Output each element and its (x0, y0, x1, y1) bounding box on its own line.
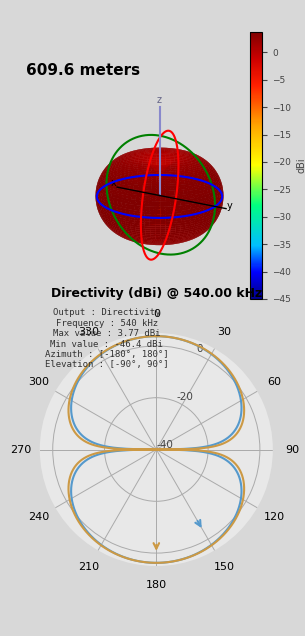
Y-axis label: dBi: dBi (296, 158, 305, 173)
Text: 609.6 meters: 609.6 meters (26, 64, 140, 78)
Text: Output : Directivity
Frequency : 540 kHz
Max value : 3.77 dBi
Min value : -46.4 : Output : Directivity Frequency : 540 kHz… (45, 308, 169, 370)
Title: Directivity (dBi) @ 540.00 kHz: Directivity (dBi) @ 540.00 kHz (51, 287, 262, 300)
